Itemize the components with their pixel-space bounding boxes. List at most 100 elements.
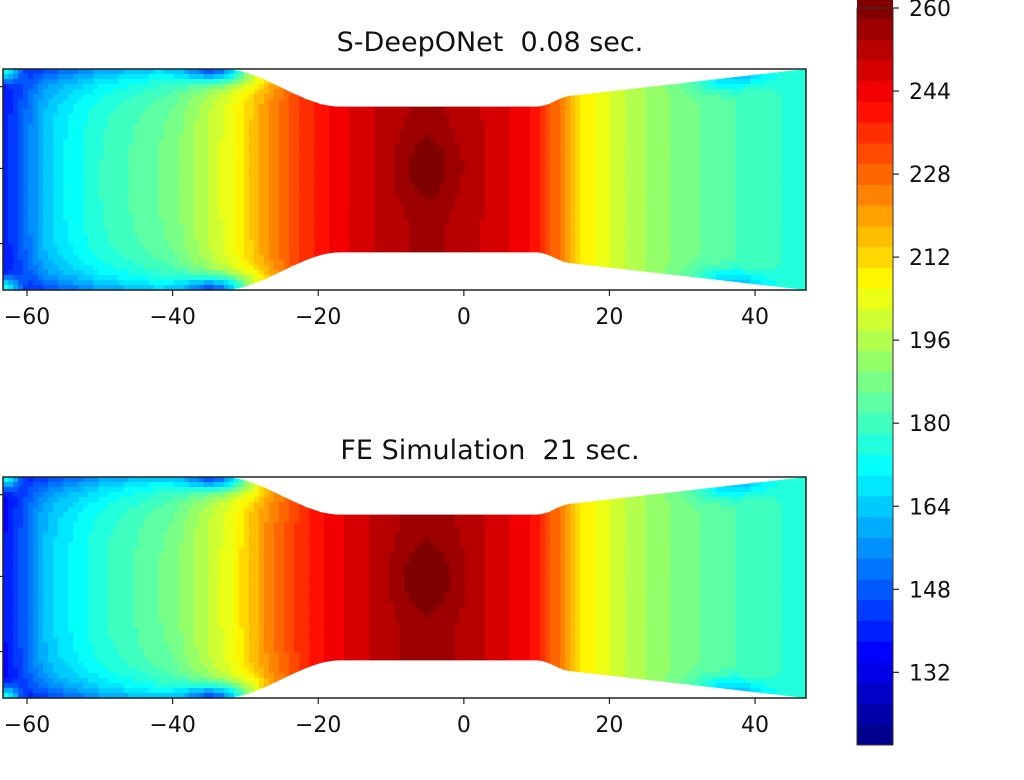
contour-cell	[73, 239, 79, 246]
contour-cell	[274, 269, 280, 276]
contour-cell	[63, 279, 69, 286]
contour-cell	[168, 214, 175, 221]
contour-cell	[113, 229, 120, 236]
contour-cell	[153, 284, 160, 291]
contour-cell	[580, 209, 586, 216]
contour-cell	[123, 189, 130, 196]
contour-cell	[173, 199, 180, 206]
contour-cell	[660, 149, 667, 155]
contour-cell	[108, 79, 115, 85]
contour-cell	[23, 74, 29, 80]
contour-cell	[555, 194, 561, 201]
contour-cell	[319, 164, 325, 171]
contour-cell	[600, 249, 606, 256]
contour-cell	[499, 164, 506, 171]
contour-cell	[83, 204, 89, 211]
contour-cell	[344, 174, 350, 181]
contour-cell	[253, 144, 260, 150]
contour-cell	[78, 159, 84, 166]
contour-cell	[193, 214, 200, 221]
contour-cell	[409, 104, 416, 110]
contour-cell	[625, 259, 631, 266]
contour-cell	[3, 284, 9, 291]
contour-cell	[590, 99, 596, 105]
contour-cell	[158, 179, 165, 186]
contour-cell	[329, 219, 335, 226]
contour-cell	[253, 214, 260, 221]
contour-cell	[18, 199, 24, 206]
contour-cell	[258, 254, 265, 261]
contour-cell	[253, 154, 260, 161]
contour-cell	[620, 119, 626, 125]
contour-cell	[610, 94, 616, 100]
contour-cell	[203, 264, 210, 271]
contour-cell	[650, 254, 657, 261]
contour-cell	[233, 194, 240, 201]
contour-cell	[98, 209, 104, 216]
contour-cell	[248, 274, 255, 281]
contour-cell	[128, 284, 135, 291]
contour-cell	[399, 129, 406, 135]
contour-cell	[208, 214, 215, 221]
contour-cell	[108, 89, 115, 95]
contour-cell	[203, 84, 210, 90]
contour-cell	[118, 254, 125, 261]
contour-cell	[284, 209, 290, 216]
contour-cell	[630, 204, 636, 211]
contour-cell	[364, 109, 370, 115]
contour-cell	[284, 129, 290, 135]
contour-cell	[424, 124, 431, 130]
contour-cell	[173, 144, 180, 150]
contour-cell	[660, 264, 667, 271]
contour-cell	[58, 169, 64, 176]
contour-cell	[183, 94, 190, 100]
contour-cell	[615, 234, 621, 241]
contour-cell	[268, 134, 275, 140]
contour-cell	[590, 124, 596, 130]
contour-cell	[213, 134, 220, 140]
contour-cell	[183, 124, 190, 130]
contour-cell	[414, 174, 421, 181]
contour-cell	[509, 244, 516, 251]
contour-cell	[570, 199, 576, 206]
contour-cell	[143, 164, 150, 171]
contour-cell	[133, 284, 140, 291]
contour-cell	[103, 214, 109, 221]
contour-cell	[675, 259, 682, 266]
contour-cell	[228, 264, 235, 271]
contour-cell	[359, 184, 365, 191]
contour-cell	[83, 279, 89, 286]
contour-cell	[163, 184, 170, 191]
contour-cell	[645, 119, 652, 125]
contour-cell	[489, 134, 496, 140]
contour-cell	[615, 189, 621, 196]
contour-cell	[534, 174, 541, 181]
contour-cell	[98, 134, 104, 140]
contour-cell	[655, 259, 662, 266]
contour-cell	[63, 214, 69, 221]
contour-cell	[208, 144, 215, 150]
contour-cell	[33, 134, 39, 140]
contour-cell	[444, 154, 451, 161]
contour-cell	[143, 274, 150, 281]
contour-cell	[263, 159, 270, 166]
contour-cell	[183, 199, 190, 206]
contour-cell	[384, 244, 391, 251]
contour-cell	[268, 149, 275, 155]
contour-cell	[284, 239, 290, 246]
contour-cell	[243, 224, 250, 231]
contour-cell	[208, 189, 215, 196]
contour-cell	[168, 154, 175, 161]
contour-cell	[23, 269, 29, 276]
contour-cell	[168, 139, 175, 145]
contour-cell	[339, 199, 345, 206]
contour-cell	[268, 224, 275, 231]
contour-cell	[479, 139, 486, 145]
contour-cell	[8, 159, 14, 166]
contour-cell	[459, 159, 466, 166]
contour-cell	[83, 84, 89, 90]
contour-cell	[635, 109, 641, 115]
contour-cell	[379, 134, 386, 140]
contour-cell	[329, 199, 335, 206]
contour-cell	[524, 159, 531, 166]
